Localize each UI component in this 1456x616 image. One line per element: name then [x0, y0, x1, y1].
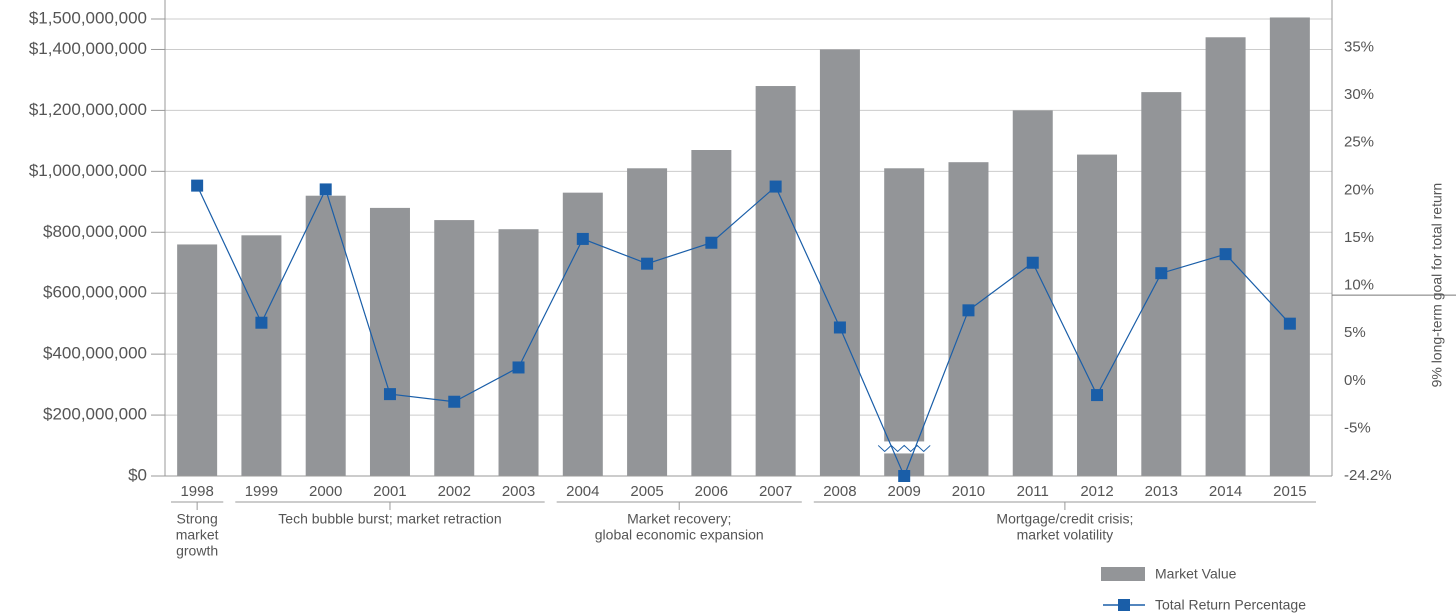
x-tick-label: 2011	[1017, 483, 1049, 500]
bar	[755, 86, 796, 476]
marker	[705, 236, 718, 249]
period-label: market volatility	[1017, 527, 1113, 543]
legend-label: Market Value	[1155, 566, 1237, 582]
x-tick-label: 2008	[823, 483, 856, 500]
x-tick-label: 2001	[373, 483, 406, 500]
y-tick-label: $800,000,000	[43, 222, 147, 241]
x-tick-label: 2015	[1273, 483, 1306, 500]
x-tick-label: 2005	[630, 483, 663, 500]
marker	[383, 388, 396, 401]
axis-break	[878, 441, 931, 454]
x-tick-label: 2006	[695, 483, 728, 500]
marker	[319, 183, 332, 196]
y-tick-label: $0	[128, 465, 147, 484]
y2-tick-label: 10%	[1344, 277, 1374, 294]
y2-tick-label: 30%	[1344, 86, 1374, 103]
y2-tick-label: 20%	[1344, 181, 1374, 198]
marker	[576, 232, 589, 245]
bar	[1077, 154, 1118, 476]
x-tick-label: 2003	[502, 483, 535, 500]
period-label: market	[176, 527, 219, 543]
period-label: Market recovery;	[627, 511, 731, 527]
marker	[1283, 317, 1296, 330]
bar	[177, 244, 218, 476]
bar	[1141, 92, 1182, 477]
bar	[1012, 110, 1053, 477]
marker	[1219, 248, 1232, 261]
marker	[833, 321, 846, 334]
y-tick-label: $1,000,000,000	[29, 161, 147, 180]
y2-tick-label: 0%	[1344, 372, 1366, 389]
marker	[1155, 267, 1168, 280]
marker	[898, 470, 911, 482]
x-tick-label: 2013	[1145, 483, 1178, 500]
y2-tick-label: 15%	[1344, 229, 1374, 246]
bar	[819, 49, 860, 476]
marker	[641, 257, 654, 270]
bar	[1269, 17, 1310, 477]
y-tick-label: $1,200,000,000	[29, 100, 147, 119]
x-tick-label: 1999	[245, 483, 278, 500]
marker	[255, 316, 268, 329]
bar	[884, 168, 925, 476]
y-tick-label: $200,000,000	[43, 405, 147, 424]
bar	[305, 195, 346, 476]
y2-tick-label: 35%	[1344, 39, 1374, 56]
bar	[498, 229, 539, 476]
marker	[1026, 256, 1039, 269]
bar	[241, 235, 282, 476]
goal-label: 9% long-term goal for total return	[1429, 183, 1445, 388]
axis-break-mark	[877, 444, 931, 453]
bar	[691, 150, 732, 477]
y2-tick-label: -24.2%	[1344, 467, 1392, 484]
x-tick-label: 2014	[1209, 483, 1242, 500]
marker	[1091, 389, 1104, 402]
y-tick-label: $400,000,000	[43, 344, 147, 363]
marker	[191, 179, 204, 192]
y2-tick-label: -5%	[1344, 419, 1371, 436]
x-tick-label: 2004	[566, 483, 599, 500]
legend-label: Total Return Percentage	[1155, 597, 1306, 613]
x-tick-label: 2009	[888, 483, 921, 500]
legend-swatch	[1101, 567, 1145, 581]
period-label: growth	[176, 543, 218, 559]
bar	[627, 168, 668, 476]
x-tick-label: 2010	[952, 483, 985, 500]
marker	[512, 361, 525, 374]
line	[196, 185, 1291, 478]
x-tick-label: 2007	[759, 483, 792, 500]
period-label: Tech bubble burst; market retraction	[278, 511, 501, 527]
x-tick-label: 1998	[180, 483, 213, 500]
y-tick-label: $1,500,000,000	[29, 8, 147, 27]
x-tick-label: 2000	[309, 483, 342, 500]
marker	[448, 395, 461, 408]
y2-tick-label: 25%	[1344, 134, 1374, 151]
period-label: global economic expansion	[595, 527, 764, 543]
period-label: Strong	[177, 511, 218, 527]
x-tick-label: 2012	[1080, 483, 1113, 500]
bar	[434, 220, 475, 476]
marker	[962, 304, 975, 317]
x-tick-label: 2002	[438, 483, 471, 500]
period-label: Mortgage/credit crisis;	[996, 511, 1133, 527]
y-tick-label: $1,400,000,000	[29, 39, 147, 58]
marker	[769, 180, 782, 193]
bar	[948, 162, 989, 476]
bar	[369, 207, 410, 477]
y-tick-label: $600,000,000	[43, 283, 147, 302]
y2-tick-label: 5%	[1344, 324, 1366, 341]
legend-marker	[1118, 599, 1130, 611]
